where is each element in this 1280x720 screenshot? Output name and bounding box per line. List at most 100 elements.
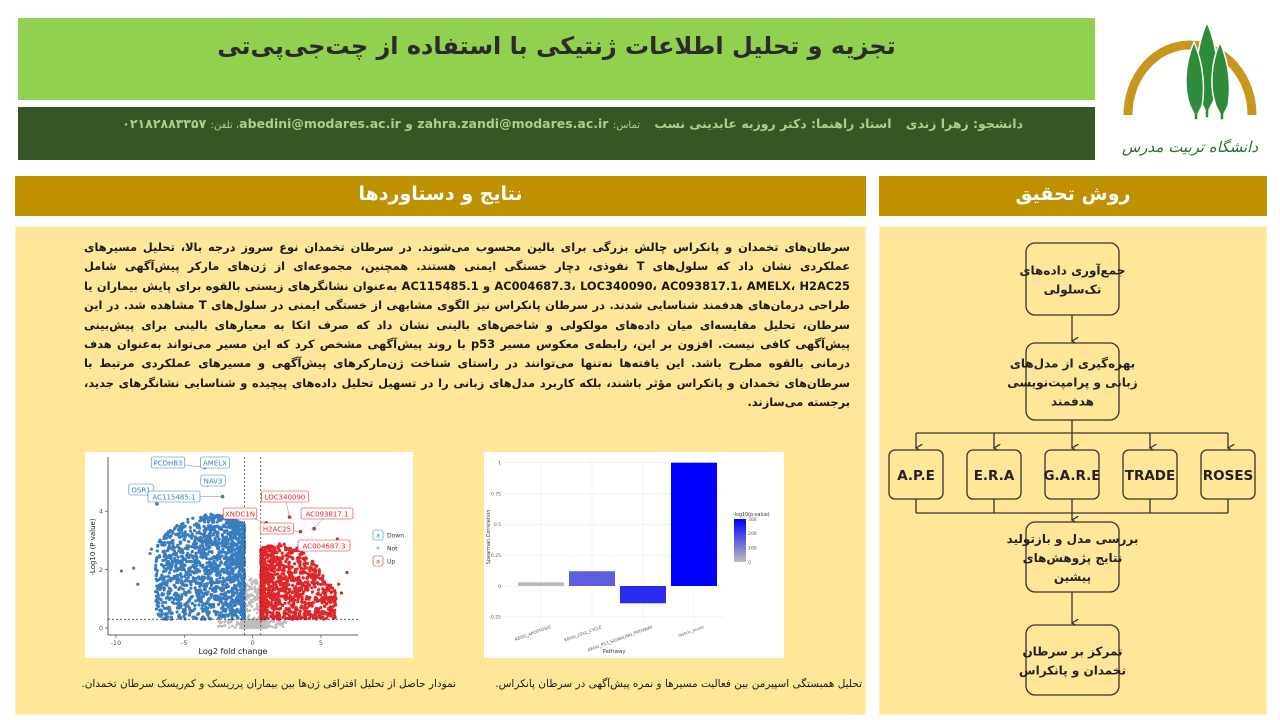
point-down [240,604,244,608]
point-up [296,595,300,599]
point-not [281,625,285,629]
point-not [255,590,259,594]
point-down [186,547,190,551]
point-up [303,580,307,584]
point-up [279,560,283,564]
point-down [215,585,219,589]
point-up [325,596,329,600]
point-up [300,587,304,591]
point-down [172,569,176,573]
author-info: دانشجو: زهرا زندی استاد راهنما: دکتر روز… [122,116,1023,131]
point-down [167,591,172,595]
email-student[interactable]: zahra.zandi@modares.ac.ir [417,116,609,131]
point-down [188,610,192,615]
point-up [305,576,309,580]
point-down [220,589,224,593]
point-down [230,553,234,557]
point-down [227,612,231,616]
point-down [223,597,227,601]
point-up [321,596,325,600]
flow-step-text: تمرکز بر سرطان [1022,645,1122,659]
point-down [193,570,198,574]
point-up [311,572,316,576]
point-up [330,590,334,594]
point-down [189,595,193,599]
point-down [165,612,169,616]
point-down [216,543,220,547]
point-down [171,548,175,552]
point-down [238,521,242,525]
point-down [234,561,238,565]
point-up [283,609,287,613]
point-down [213,581,217,585]
point-up [309,601,314,606]
point-up [287,562,291,566]
point-down [225,597,229,601]
point-not [275,625,278,629]
point-down [208,602,212,607]
point-down [213,594,217,598]
bar-metric_score [671,462,717,586]
point-down [155,549,159,553]
point-up [333,594,337,598]
point-up [271,611,275,615]
x-tick-label: 5 [319,639,323,647]
point-down [241,531,245,535]
point-not [246,616,250,619]
point-up [307,597,311,601]
point-up [294,577,298,581]
y-tick-label: 1 [498,461,501,467]
point-up [262,590,267,594]
point-down [239,563,243,567]
model-label: A.P.E [897,468,935,484]
point-up [300,604,304,608]
point-up [300,597,304,602]
point-down [209,524,213,528]
svg-text:AMELX: AMELX [203,460,227,468]
point-down [219,580,223,584]
point-down [200,543,204,547]
point-down [179,550,183,554]
point-down [203,516,208,520]
x-tick-label: -10 [111,639,122,647]
point-down [227,548,231,552]
svg-text:Not: Not [387,546,398,553]
point-not [247,584,250,588]
point-up [278,556,282,560]
point-up [329,610,333,614]
point-up [300,600,304,604]
point-down [177,613,181,617]
point-down [222,556,227,561]
point-up [316,582,320,586]
point-down [186,540,191,544]
point-down [187,598,191,603]
point-down [161,600,165,605]
point-up [259,590,263,594]
and-text: و [405,116,413,131]
gene-label-h2ac25: H2AC25 [259,522,303,535]
point-not [232,618,236,621]
point-up [275,568,280,572]
point-up [271,596,275,600]
point-outlier [149,547,154,551]
point-up [301,557,305,561]
point-up [328,599,333,603]
x-tick-label: metric_score [677,624,704,638]
point-up [302,566,307,570]
point-not [223,620,227,624]
gene-label-pcdhb3: PCDHB3 [150,456,207,470]
email-advisor[interactable]: abedini@modares.ac.ir [239,116,401,131]
point-up [315,564,319,568]
point-down [239,523,243,528]
point-up [287,613,291,617]
point-up [261,584,265,588]
x-axis-label: Log2 fold change [199,647,268,656]
model-box-trade: TRADE [1122,449,1178,500]
svg-text:AC093817.1: AC093817.1 [306,511,349,519]
point-up [293,586,297,590]
bar-kegg_apoptosis [518,582,564,586]
point-up [287,591,291,595]
point-down [206,577,210,581]
point-up [266,544,271,548]
point-down [215,520,219,524]
